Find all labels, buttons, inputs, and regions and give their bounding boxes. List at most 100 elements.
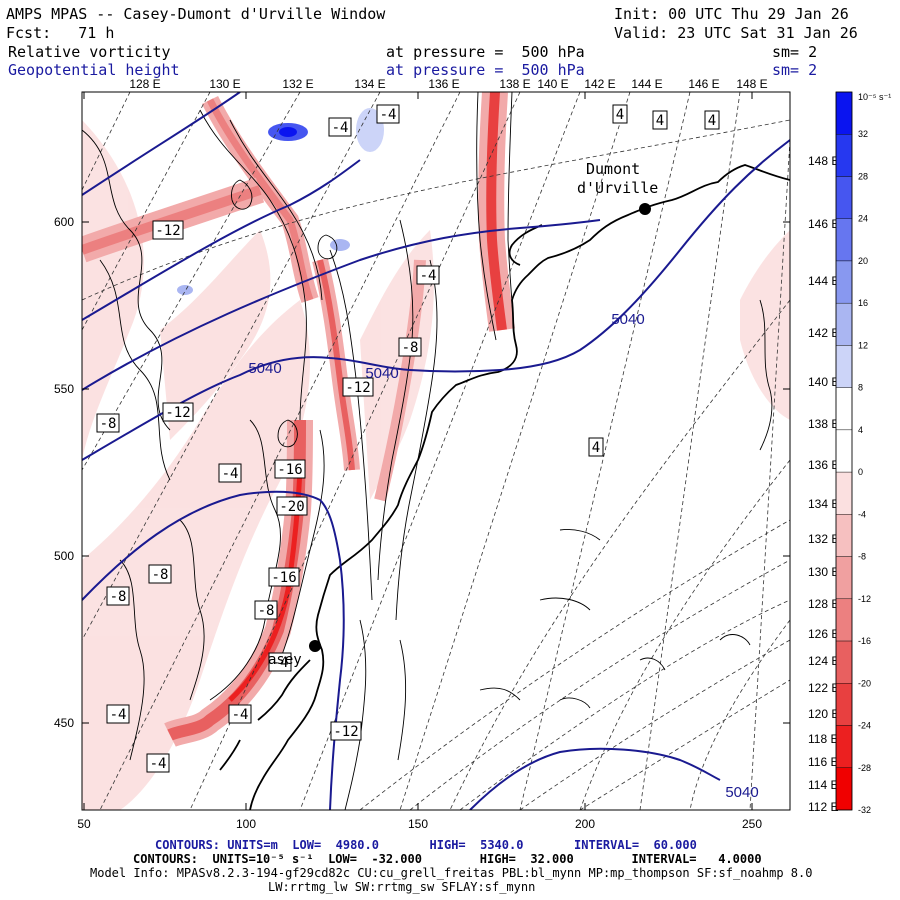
x-tick-label: 50	[77, 817, 91, 831]
vorticity-label-box	[704, 110, 720, 130]
y-tick-label: 550	[54, 382, 74, 396]
colorbar-cell	[835, 345, 853, 388]
colorbar-label: 28	[858, 171, 868, 181]
right-lon-label: 126 E	[808, 627, 839, 641]
right-lon-label: 128 E	[808, 597, 839, 611]
vorticity-label-box	[152, 220, 184, 240]
vorticity-label-box	[588, 437, 604, 457]
negative-vorticity-bands	[82, 92, 515, 748]
colorbar-cell	[835, 302, 853, 346]
colorbar-cell	[835, 91, 853, 135]
colorbar-label: 4	[858, 425, 863, 435]
height-contour-label: 5040	[248, 360, 281, 377]
top-lon-label: 134 E	[354, 77, 385, 91]
vorticity-label-box	[268, 652, 292, 672]
vorticity-label: -16	[277, 462, 302, 478]
right-lon-label: 144 E	[808, 274, 839, 288]
top-lon-label: 146 E	[688, 77, 719, 91]
right-lon-label: 124 E	[808, 654, 839, 668]
map-body	[82, 92, 790, 810]
vorticity-label: 4	[592, 440, 600, 456]
colorbar-cell	[835, 176, 853, 219]
colorbar-cell	[835, 725, 853, 768]
vorticity-label-box	[218, 463, 242, 483]
colorbar-cell	[835, 218, 853, 262]
colorbar: 32 28 24 20 16 12 8 4 0 -4 -8 -12 -16 -20 -24 -28 -32	[835, 91, 871, 815]
x-tick-label: 200	[575, 817, 595, 831]
top-longitude-labels: 128 E 130 E 132 E 134 E 136 E 138 E 140 E 142 E…	[129, 77, 767, 91]
colorbar-cell	[835, 767, 853, 811]
colorbar-unit: 10⁻⁵ s⁻¹	[858, 92, 891, 102]
vorticity-label: 4	[708, 113, 716, 129]
casey-station-marker	[309, 640, 321, 652]
top-lon-label: 140 E	[537, 77, 568, 91]
right-lon-label: 118 E	[808, 732, 838, 746]
lat-lon-grid	[82, 92, 790, 810]
height-contours	[82, 92, 790, 810]
durville-label: d'Urville	[577, 179, 658, 197]
vorticity-label: -4	[150, 756, 167, 772]
vorticity-label: -12	[155, 223, 180, 239]
vorticity-label: -4	[420, 268, 437, 284]
top-lon-label: 142 E	[584, 77, 615, 91]
coastline	[219, 164, 790, 810]
colorbar-label: 20	[858, 256, 868, 266]
colorbar-label: 0	[858, 467, 863, 477]
x-tick-label: 250	[742, 817, 762, 831]
right-lon-label: 130 E	[808, 565, 839, 579]
vorticity-label: -8	[110, 589, 127, 605]
colorbar-label: -12	[858, 594, 871, 604]
height-contour-labels: 5040 5040 5040 5040	[248, 311, 758, 801]
vorticity-label-box	[254, 600, 278, 620]
colorbar-cell	[835, 514, 853, 557]
field2-sm: sm= 2	[772, 61, 818, 79]
right-lon-label: 134 E	[808, 497, 839, 511]
colorbar-label: -20	[858, 678, 871, 688]
vorticity-label: -12	[333, 724, 358, 740]
y-tick-label: 600	[54, 215, 74, 229]
top-lon-label: 130 E	[209, 77, 240, 91]
field2-name: Geopotential height	[8, 61, 180, 79]
colorbar-cell	[835, 683, 853, 726]
vorticity-label-box	[148, 564, 172, 584]
vorticity-label: -20	[279, 499, 304, 515]
colorbar-label: -8	[858, 552, 866, 562]
vorticity-label-box	[416, 265, 440, 285]
x-axis-tick-labels: 50 100 150 200 250	[77, 817, 762, 831]
colorbar-cell	[835, 260, 853, 304]
colorbar-label: 24	[858, 214, 868, 224]
footer-physics-info: LW:rrtmg_lw SW:rrtmg_sw SFLAY:sf_mynn	[268, 880, 536, 894]
right-lon-label: 132 E	[808, 532, 839, 546]
colorbar-label: 12	[858, 340, 868, 350]
colorbar-cell	[835, 387, 853, 431]
dumont-durville-station-marker	[639, 203, 651, 215]
map-frame	[81, 91, 791, 811]
right-lon-label: 142 E	[808, 326, 839, 340]
height-contour-label: 5040	[725, 784, 758, 801]
top-lon-label: 148 E	[736, 77, 767, 91]
colorbar-cell	[835, 429, 853, 473]
vorticity-label: -8	[258, 603, 275, 619]
vorticity-label-box	[330, 721, 362, 741]
vorticity-label: -4	[380, 107, 397, 123]
colorbar-cell	[835, 556, 853, 600]
vorticity-label-box	[398, 337, 422, 357]
valid-time: Valid: 23 UTC Sat 31 Jan 26	[614, 24, 858, 42]
right-longitude-labels: 148 E 146 E 144 E 142 E 140 E 138 E 136 E 134 E…	[808, 154, 839, 814]
colorbar-label: -32	[858, 805, 871, 815]
right-lon-label: 122 E	[808, 681, 839, 695]
footer-height-contours: CONTOURS: UNITS=m LOW= 4980.0 HIGH= 5340…	[155, 838, 697, 852]
frame-ticks	[82, 92, 790, 810]
casey-label: asey	[268, 652, 302, 668]
vorticity-contour-labels: -4 -4 -4 -8 -12 -12 -8 -4 -4 -4 -12 -16 -20 -16 -8 -4 -8…	[96, 104, 720, 773]
colorbar-cell	[835, 134, 853, 177]
field1-name: Relative vorticity	[8, 43, 171, 61]
vorticity-label: -12	[345, 380, 370, 396]
top-lon-label: 128 E	[129, 77, 160, 91]
vorticity-label-box	[328, 117, 352, 137]
height-contour-label: 5040	[611, 311, 644, 328]
vorticity-label: -8	[402, 340, 419, 356]
right-lon-label: 136 E	[808, 458, 839, 472]
top-lon-label: 144 E	[631, 77, 662, 91]
vorticity-contours	[82, 92, 773, 810]
